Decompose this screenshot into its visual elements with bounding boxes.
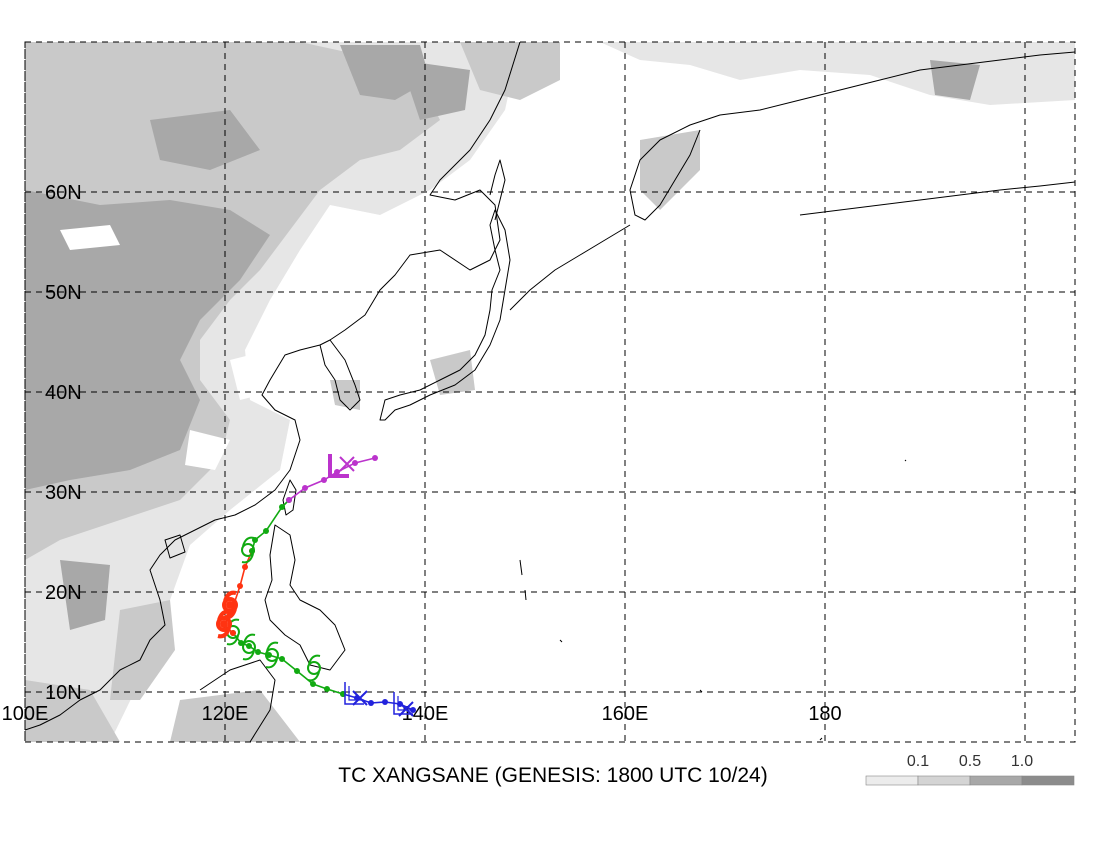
track-point xyxy=(279,656,285,662)
track-point xyxy=(263,528,269,534)
track-symbol-L xyxy=(393,692,413,715)
track-point xyxy=(334,469,340,475)
aleutian-islands xyxy=(799,181,1075,216)
pacific-islands xyxy=(519,459,907,741)
legend-swatch xyxy=(1021,775,1075,786)
track-point xyxy=(246,643,252,649)
track-point xyxy=(279,504,285,510)
track-point xyxy=(230,630,236,636)
track-segment-storm-1 xyxy=(232,632,344,695)
map-title: TC XANGSANE (GENESIS: 1800 UTC 10/24) xyxy=(338,764,767,787)
track-symbol-storm xyxy=(265,641,279,669)
track-point xyxy=(242,564,248,570)
asia-coastline xyxy=(25,42,521,731)
kamchatka-coastline xyxy=(629,51,1075,221)
track-symbol-L xyxy=(344,682,364,705)
legend-label: 0.1 xyxy=(907,753,929,770)
track-point xyxy=(372,455,378,461)
terrain-shading xyxy=(25,42,1075,742)
lat-label: 60N xyxy=(45,182,82,204)
lat-label: 40N xyxy=(45,382,82,404)
lon-label: 120E xyxy=(202,703,249,725)
taiwan-coastline xyxy=(282,479,297,516)
track-symbol-storm xyxy=(307,654,321,682)
track-point xyxy=(324,686,330,692)
legend-label: 1.0 xyxy=(1011,753,1033,770)
track-symbol-typhoon xyxy=(222,590,238,620)
lat-label: 20N xyxy=(45,582,82,604)
legend-swatch xyxy=(865,775,919,786)
lat-label: 30N xyxy=(45,482,82,504)
latitude-labels: 60N 50N 40N 30N 20N 10N xyxy=(45,182,82,704)
track-point xyxy=(294,668,300,674)
lat-label: 50N xyxy=(45,282,82,304)
longitude-labels: 100E 120E 140E 160E 180 xyxy=(2,703,842,725)
terrain-legend: 0.1 0.5 1.0 xyxy=(865,753,1075,786)
track-symbol-storm xyxy=(241,536,255,564)
lon-label: 180 xyxy=(808,703,841,725)
track-point xyxy=(382,699,388,705)
map-frame xyxy=(24,41,1076,743)
legend-swatch xyxy=(917,775,971,786)
track-point xyxy=(302,485,308,491)
kuril-islands xyxy=(509,224,631,311)
legend-label: 0.5 xyxy=(959,753,981,770)
track-point xyxy=(255,649,261,655)
sakhalin-coastline xyxy=(489,159,506,221)
coastlines xyxy=(25,42,1075,742)
track-symbol-x xyxy=(352,690,368,706)
philippines-coastline xyxy=(264,524,346,671)
track-point xyxy=(321,477,327,483)
track-symbol-L xyxy=(328,454,349,478)
storm-track xyxy=(216,454,416,717)
track-point xyxy=(266,652,272,658)
legend-swatch xyxy=(969,775,1023,786)
japan-coastline xyxy=(379,209,511,421)
track-symbol-x xyxy=(339,456,355,472)
track-point xyxy=(310,681,316,687)
track-symbol-storm xyxy=(242,633,256,661)
track-point xyxy=(237,583,243,589)
track-point xyxy=(286,497,292,503)
track-point xyxy=(368,700,374,706)
korea-coastline xyxy=(319,339,361,411)
lon-label: 100E xyxy=(2,703,49,725)
lat-label: 10N xyxy=(45,682,82,704)
hainan-coastline xyxy=(164,534,186,559)
lon-label: 160E xyxy=(602,703,649,725)
track-point xyxy=(352,460,358,466)
